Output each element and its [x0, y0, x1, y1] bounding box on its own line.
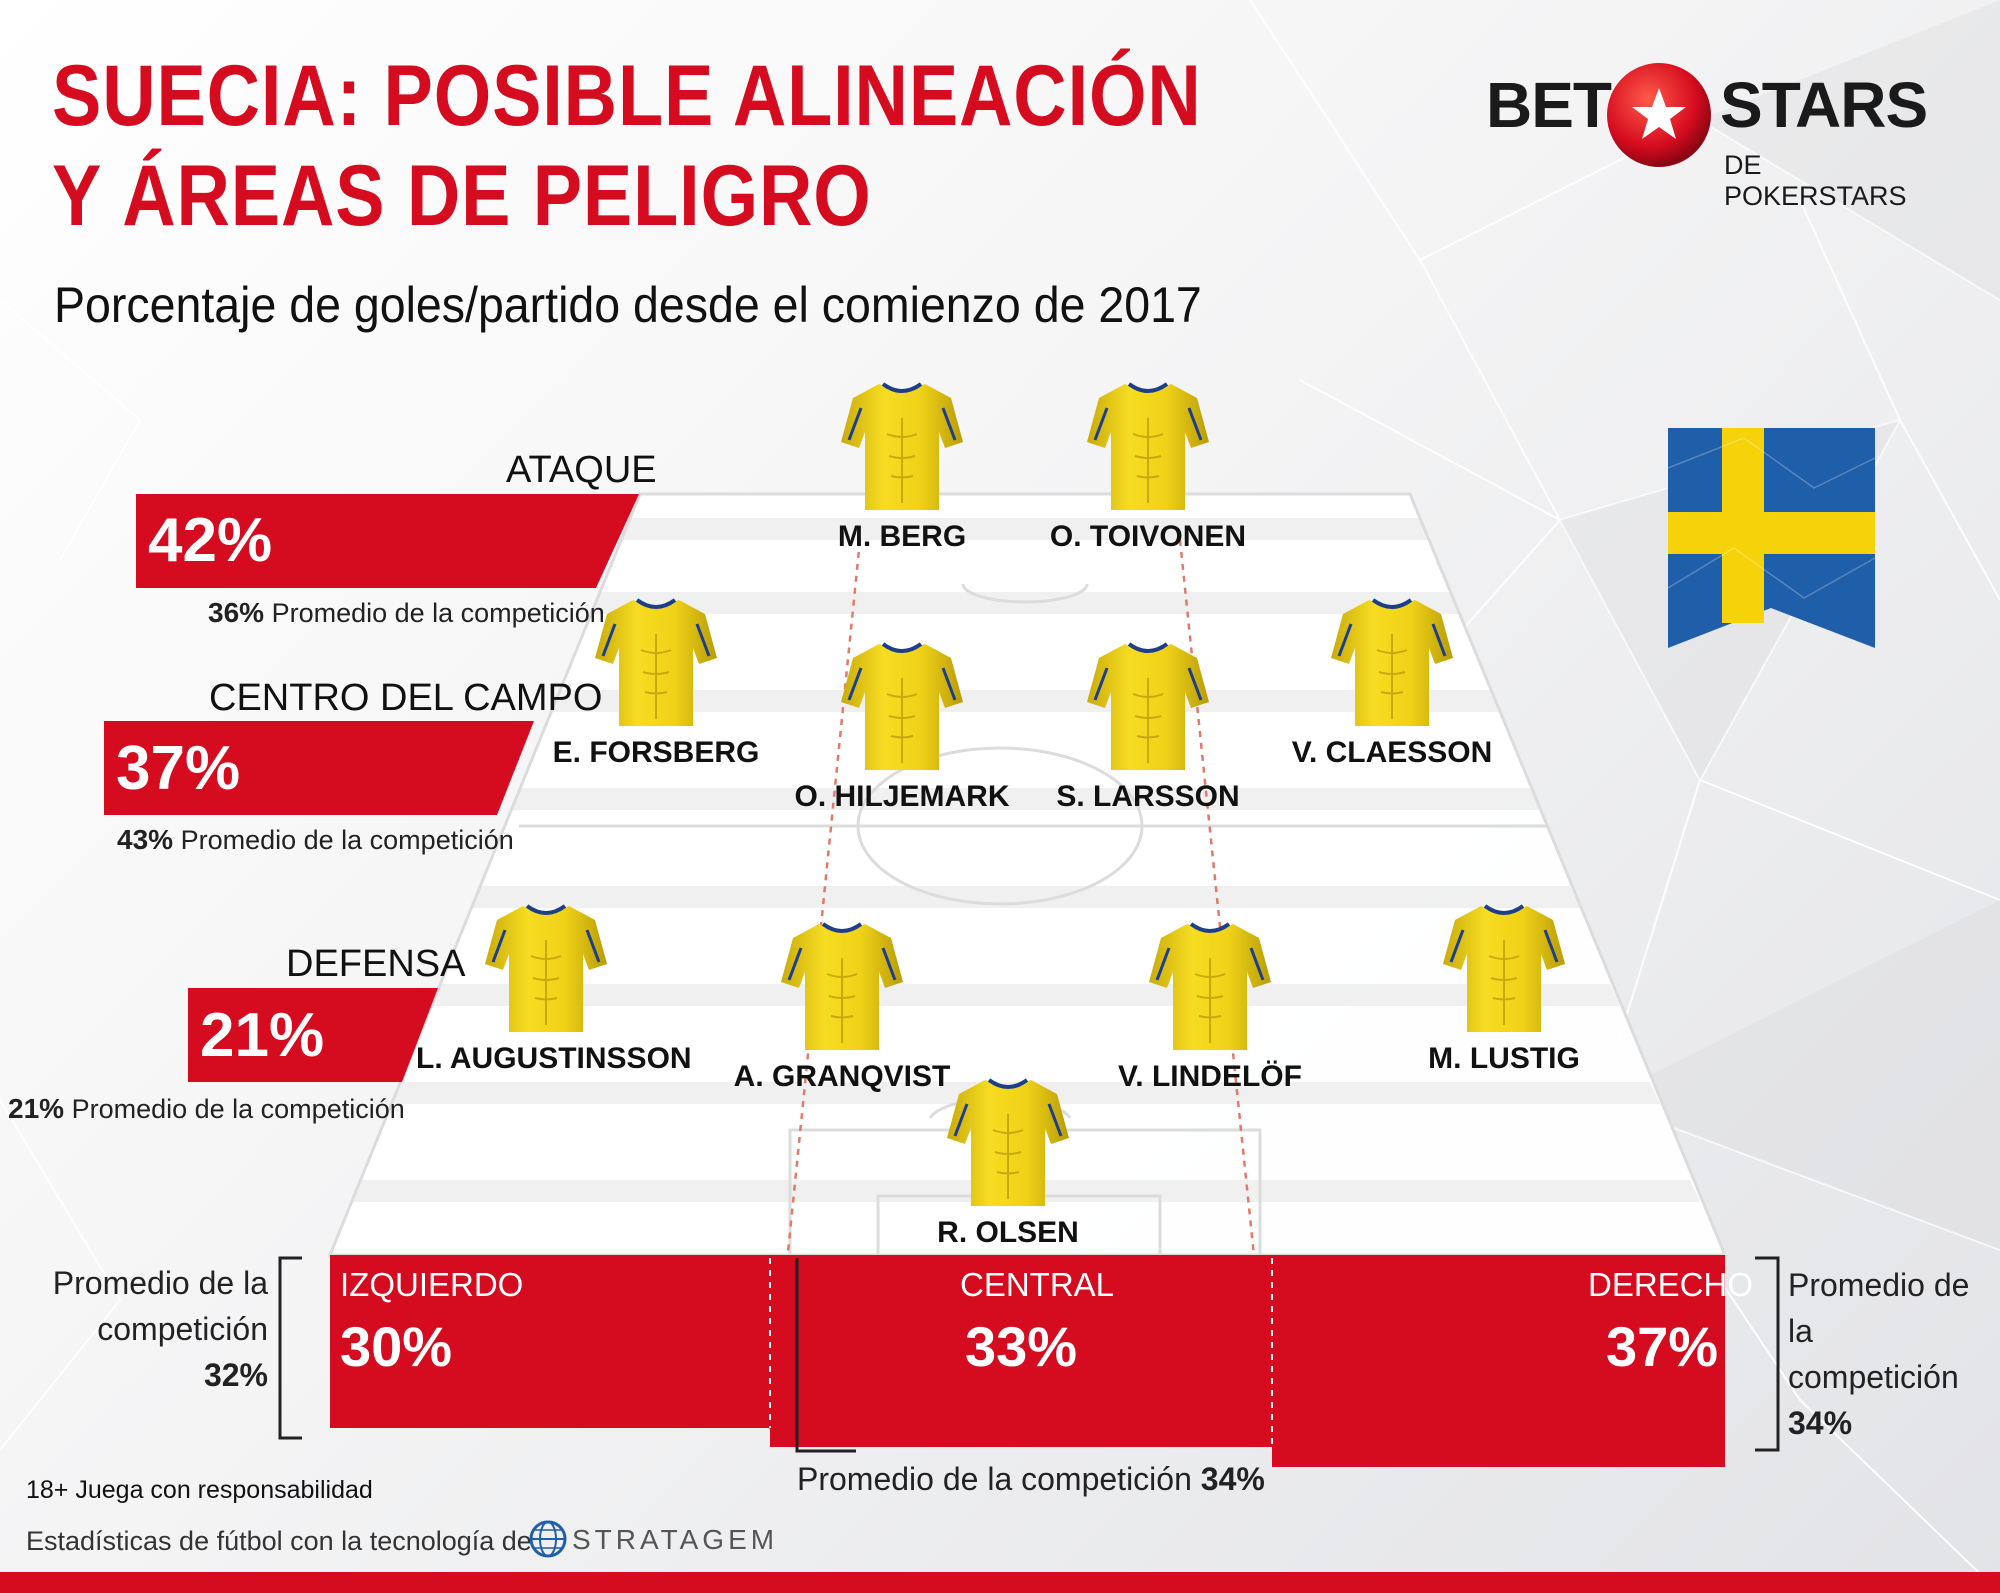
defense-average-value: 21% [8, 1093, 65, 1124]
attack-average-text: Promedio de la competición [271, 598, 605, 628]
midfield-average-value: 43% [117, 824, 174, 855]
jersey-icon [1441, 904, 1567, 1034]
attack-zone-average: 36% Promedio de la competición [208, 597, 605, 629]
player-augustinsson: L. AUGUSTINSSON [416, 900, 692, 1076]
left-side-block [330, 1255, 770, 1428]
central-side-block [770, 1255, 1272, 1447]
player-olsen: R. OLSEN [878, 1074, 1138, 1250]
midfield-zone-value: 37% [116, 734, 241, 803]
midfield-zone-average: 43% Promedio de la competición [117, 824, 514, 856]
jersey-icon [779, 922, 905, 1052]
midfield-zone-bar [104, 721, 534, 815]
right-side-value: 37% [1606, 1315, 1719, 1378]
jersey-icon [945, 1078, 1071, 1208]
left-avg-line2: competición [97, 1311, 268, 1347]
defense-zone-average: 21% Promedio de la competición [8, 1093, 405, 1125]
player-toivonen: O. TOIVONEN [1018, 378, 1278, 554]
right-avg-value: 34% [1788, 1405, 1853, 1441]
title-line-2: Y ÁREAS DE PELIGRO [52, 148, 872, 244]
jersey-icon [839, 382, 965, 512]
right-side-block [1272, 1255, 1725, 1467]
player-name: V. LINDELÖF [1118, 1060, 1302, 1093]
jersey-icon [1147, 922, 1273, 1052]
jersey-icon [839, 642, 965, 772]
page-title: SUECIA: POSIBLE ALINEACIÓN Y ÁREAS DE PE… [52, 46, 1202, 246]
left-avg-value: 32% [203, 1357, 268, 1393]
logo-stars-text: STARS [1720, 69, 1928, 141]
stratagem-wordmark: STRATAGEM [572, 1524, 779, 1555]
player-forsberg: E. FORSBERG [526, 594, 786, 770]
left-side-value: 30% [340, 1315, 453, 1378]
responsible-gaming-note: 18+ Juega con responsabilidad [26, 1476, 373, 1504]
left-avg-line1: Promedio de la [52, 1265, 268, 1301]
player-name: O. TOIVONEN [1049, 520, 1247, 553]
midfield-average-text: Promedio de la competición [180, 825, 514, 855]
left-side-average: Promedio de la competición 32% [40, 1260, 268, 1398]
right-avg-line1: Promedio de la [1788, 1267, 1970, 1349]
attack-zone-bar [136, 494, 639, 588]
player-larsson: S. LARSSON [1018, 638, 1278, 814]
player-claesson: V. CLAESSON [1262, 594, 1522, 770]
betstars-logo: BET STARS DE POKERSTARS [1480, 60, 1928, 211]
midfield-zone-label: CENTRO DEL CAMPO [209, 677, 603, 719]
attack-zone-value: 42% [148, 506, 273, 575]
central-avg-text: Promedio de la competición [797, 1461, 1192, 1497]
central-side-average: Promedio de la competición 34% [797, 1456, 1265, 1502]
right-avg-line2: competición [1788, 1359, 1959, 1395]
player-granqvist: A. GRANQVIST [712, 918, 972, 1094]
player-hiljemark: O. HILJEMARK [772, 638, 1032, 814]
central-side-value: 33% [965, 1315, 1078, 1378]
player-name: M. LUSTIG [1428, 1042, 1580, 1075]
stratagem-logo: STRATAGEM [528, 1515, 774, 1565]
defense-zone-value: 21% [200, 1001, 325, 1070]
player-name: R. OLSEN [937, 1216, 1079, 1249]
player-name: V. CLAESSON [1291, 736, 1493, 769]
football-star-icon [1607, 63, 1711, 167]
player-lustig: M. LUSTIG [1374, 900, 1634, 1076]
jersey-icon [1329, 598, 1455, 728]
defense-average-text: Promedio de la competición [71, 1094, 405, 1124]
player-name: E. FORSBERG [552, 736, 760, 769]
player-lindelof: V. LINDELÖF [1080, 918, 1340, 1094]
player-name: M. BERG [837, 520, 967, 553]
title-line-1: SUECIA: POSIBLE ALINEACIÓN [52, 48, 1202, 144]
defense-zone-label: DEFENSA [286, 943, 466, 985]
defense-zone-bar [188, 988, 438, 1082]
central-side-title: CENTRAL [960, 1266, 1115, 1303]
sweden-flag-icon [1667, 428, 1876, 648]
globe-icon [529, 1520, 567, 1558]
logo-subtext: DE POKERSTARS [1724, 150, 1907, 211]
central-avg-value: 34% [1200, 1461, 1265, 1497]
attack-zone-label: ATAQUE [506, 449, 657, 491]
bottom-accent-band [0, 1572, 2000, 1593]
player-name: L. AUGUSTINSSON [416, 1042, 692, 1075]
player-name: A. GRANQVIST [733, 1060, 951, 1093]
player-berg: M. BERG [772, 378, 1032, 554]
subtitle: Porcentaje de goles/partido desde el com… [54, 277, 1202, 333]
jersey-icon [1085, 382, 1211, 512]
attack-average-value: 36% [208, 597, 265, 628]
right-side-average: Promedio de la competición 34% [1788, 1262, 1998, 1446]
player-name: S. LARSSON [1056, 780, 1240, 813]
jersey-icon [1085, 642, 1211, 772]
jersey-icon [483, 904, 609, 1034]
logo-bet-text: BET [1486, 69, 1612, 141]
right-side-title: DERECHO [1588, 1266, 1754, 1303]
jersey-icon [593, 598, 719, 728]
left-side-title: IZQUIERDO [340, 1266, 524, 1303]
player-name: O. HILJEMARK [794, 780, 1010, 813]
powered-by-text: Estadísticas de fútbol con la tecnología… [26, 1526, 532, 1556]
